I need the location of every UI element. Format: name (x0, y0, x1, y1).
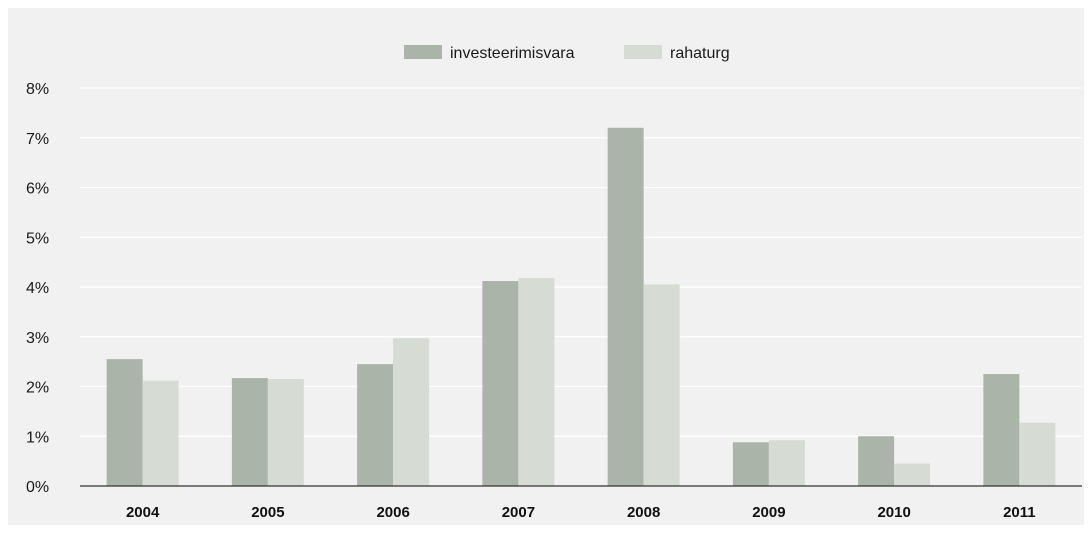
x-category-label: 2008 (627, 504, 660, 521)
bar-rahaturg-2011 (1019, 422, 1056, 486)
x-category-label: 2010 (877, 504, 910, 521)
bar-investeerimisvara-2007 (482, 281, 519, 486)
bar-investeerimisvara-2005 (231, 378, 268, 486)
y-tick-label: 6% (26, 181, 49, 198)
legend-swatch-rahaturg (624, 45, 662, 59)
bar-rahaturg-2006 (393, 338, 430, 486)
y-tick-label: 4% (26, 280, 49, 297)
y-tick-label: 2% (26, 380, 49, 397)
x-category-label: 2009 (752, 504, 785, 521)
bar-rahaturg-2008 (643, 284, 680, 486)
bars (106, 127, 1056, 487)
bar-investeerimisvara-2008 (607, 127, 644, 487)
legend-swatch-investeerimisvara (404, 45, 442, 59)
y-tick-label: 5% (26, 230, 49, 247)
y-tick-label: 1% (26, 429, 49, 446)
x-category-label: 2005 (251, 504, 284, 521)
bar-rahaturg-2007 (518, 278, 555, 486)
bar-investeerimisvara-2010 (858, 436, 895, 486)
y-tick-label: 0% (26, 479, 49, 496)
x-category-label: 2004 (126, 504, 160, 521)
y-tick-label: 7% (26, 131, 49, 148)
bar-rahaturg-2010 (894, 463, 931, 486)
bar-investeerimisvara-2011 (983, 374, 1020, 486)
legend-label: investeerimisvara (450, 45, 575, 62)
gridlines (80, 87, 1082, 437)
y-axis-ticks: 0% 1% 2% 3% 4% 5% 6% 7% 8% (26, 81, 49, 496)
bar-investeerimisvara-2004 (106, 359, 143, 486)
legend-label: rahaturg (670, 45, 730, 62)
bar-rahaturg-2004 (142, 380, 179, 486)
x-category-label: 2006 (376, 504, 409, 521)
bar-investeerimisvara-2006 (357, 364, 394, 486)
legend: investeerimisvara rahaturg (404, 45, 730, 62)
bar-investeerimisvara-2009 (732, 442, 769, 486)
bar-rahaturg-2005 (267, 379, 304, 486)
y-tick-label: 8% (26, 81, 49, 98)
x-axis-labels: 2004 2005 2006 2007 2008 2009 2010 2011 (126, 504, 1036, 521)
x-category-label: 2011 (1003, 504, 1036, 521)
y-tick-label: 3% (26, 330, 49, 347)
x-category-label: 2007 (502, 504, 535, 521)
bar-rahaturg-2009 (768, 440, 805, 486)
